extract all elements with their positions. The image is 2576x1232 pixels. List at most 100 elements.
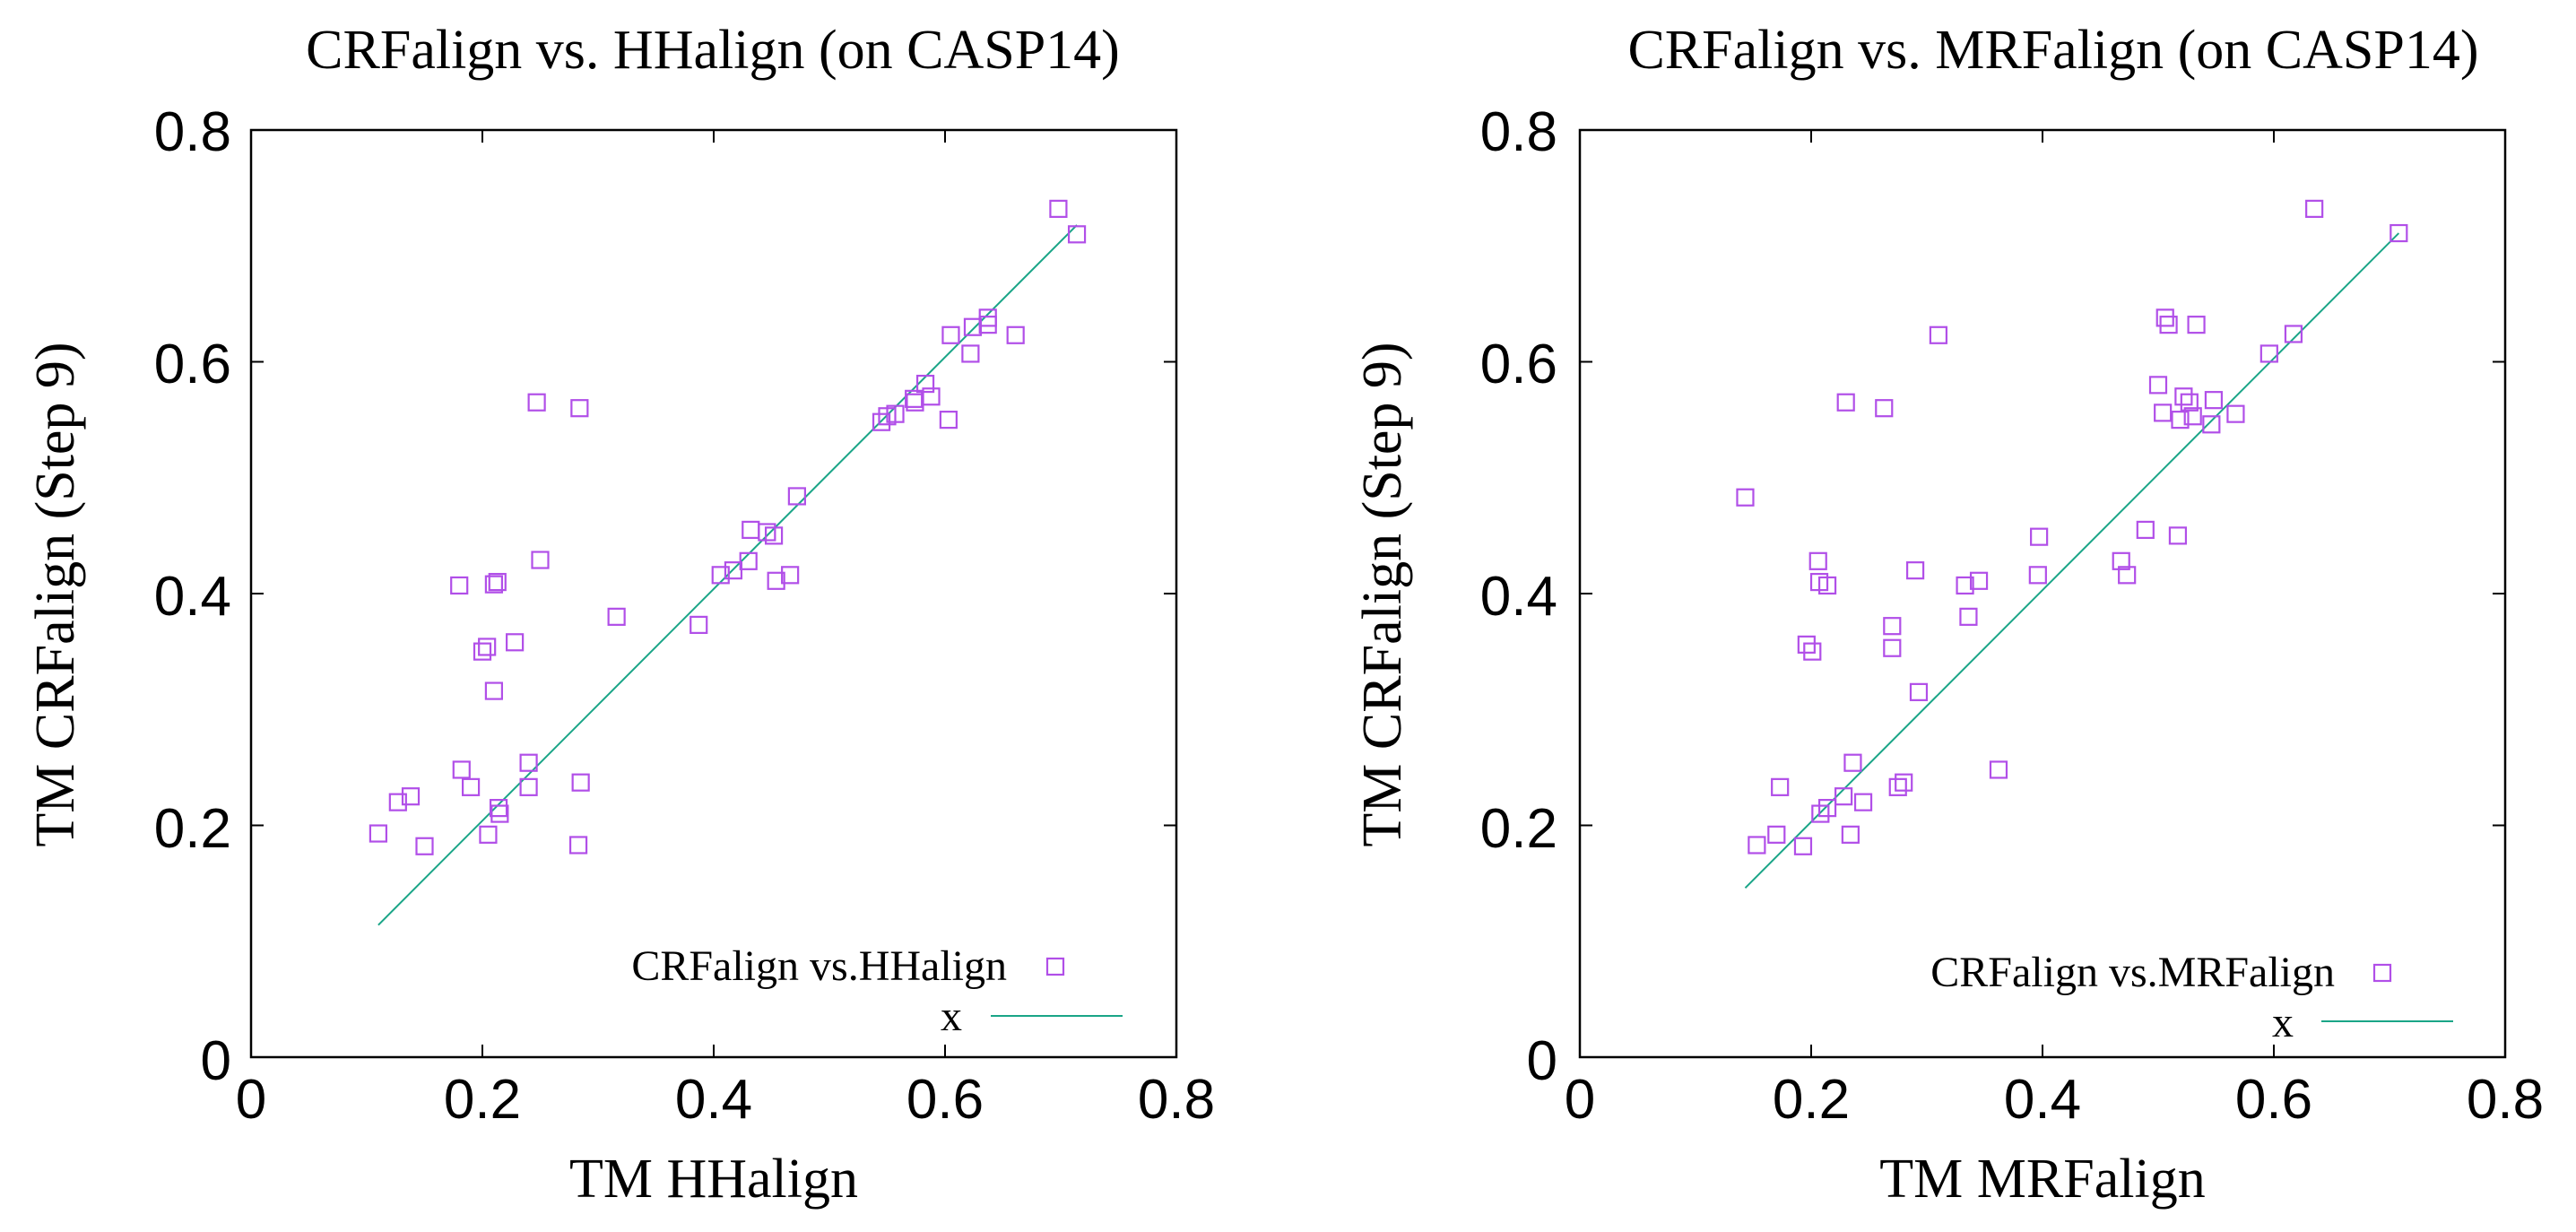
data-point — [2028, 566, 2047, 585]
data-point — [978, 308, 997, 327]
data-point — [915, 374, 935, 394]
data-point — [484, 681, 504, 700]
data-point — [531, 551, 550, 569]
data-point — [1817, 576, 1837, 595]
data-point — [1956, 576, 1974, 595]
data-point — [1883, 617, 1902, 636]
data-point — [2202, 415, 2221, 434]
data-point — [2118, 566, 2137, 585]
data-point — [519, 753, 538, 772]
data-point — [1771, 777, 1790, 796]
x-tick-label: 0 — [236, 1069, 266, 1131]
legend-label-points: CRFalign vs.MRFalign — [1930, 949, 2335, 996]
data-point — [568, 836, 588, 855]
data-point — [1793, 837, 1813, 855]
y-tick-label: 0.2 — [154, 798, 231, 860]
x-tick-labels: 0 0.2 0.4 0.6 0.8 — [236, 1069, 1215, 1131]
data-point — [1883, 638, 1902, 657]
data-point — [1895, 773, 1913, 792]
x-tick-label: 0.6 — [2235, 1069, 2312, 1131]
data-point — [479, 825, 498, 844]
data-point — [2112, 551, 2130, 570]
data-point — [1797, 635, 1816, 654]
data-point — [1817, 799, 1837, 818]
data-point — [388, 793, 407, 811]
data-point — [1853, 793, 1873, 811]
data-point — [1875, 399, 1894, 418]
data-point — [1888, 777, 1907, 796]
data-point — [489, 799, 508, 818]
data-point — [1836, 393, 1855, 412]
legend-label-line: x — [2272, 999, 2294, 1046]
y-tick-label: 0.6 — [1480, 334, 1557, 395]
plot-area — [1578, 128, 2507, 1059]
x-tick-label: 0 — [1565, 1069, 1595, 1131]
data-point — [1909, 682, 1929, 701]
data-point — [2187, 316, 2206, 334]
data-point — [941, 325, 960, 344]
x-tick-label: 0.4 — [675, 1069, 752, 1131]
data-point — [939, 411, 958, 429]
y-tick-label: 0 — [201, 1030, 231, 1092]
data-point — [781, 566, 800, 585]
data-point — [1736, 488, 1755, 507]
y-tick-label: 0.2 — [1480, 798, 1557, 860]
legend: CRFalign vs.MRFalign x — [1930, 949, 2453, 1046]
y-tick-label: 0 — [1527, 1030, 1557, 1092]
legend-marker-points — [2372, 963, 2392, 983]
x-tick-label: 0.8 — [1138, 1069, 1215, 1131]
data-point — [1803, 642, 1822, 661]
data-point — [473, 642, 492, 661]
data-point — [2136, 520, 2155, 540]
data-point — [758, 523, 776, 542]
y-tick-label: 0.6 — [154, 334, 231, 395]
data-point — [961, 344, 980, 363]
data-point — [1067, 225, 1087, 244]
series-line-x — [377, 224, 1078, 926]
data-point — [2148, 376, 2168, 395]
data-point — [527, 393, 546, 412]
x-tick-label: 0.2 — [1773, 1069, 1850, 1131]
data-point — [2180, 393, 2199, 412]
data-point — [739, 551, 758, 570]
data-point — [2171, 411, 2190, 429]
legend-marker-points — [1045, 957, 1065, 976]
data-point — [484, 575, 504, 594]
data-point — [2259, 344, 2278, 363]
y-axis-label: TM CRFalign (Step 9) — [25, 342, 86, 846]
chart-left: CRFalign vs. HHalign (on CASP14) 0.8 0.6… — [25, 20, 1215, 1210]
y-tick-label: 0.4 — [154, 566, 231, 628]
chart-title: CRFalign vs. HHalign (on CASP14) — [306, 20, 1120, 81]
data-point — [1906, 561, 1925, 580]
data-point — [886, 404, 905, 423]
legend-label-line: x — [941, 993, 962, 1040]
y-tick-label: 0.4 — [1480, 566, 1557, 628]
data-point — [2168, 526, 2188, 545]
data-point — [2284, 325, 2303, 343]
plot-area — [249, 128, 1178, 1059]
data-point — [401, 787, 421, 806]
data-point — [2159, 316, 2178, 334]
data-point — [2204, 391, 2224, 410]
data-point — [787, 487, 806, 506]
data-point — [1841, 825, 1860, 844]
data-point — [461, 777, 481, 796]
y-tick-label: 0.8 — [1480, 101, 1557, 163]
chart-right: CRFalign vs. MRFalign (on CASP14) 0.8 0.… — [1352, 20, 2544, 1210]
data-point — [506, 633, 525, 652]
data-point — [711, 566, 730, 585]
x-tick-label: 0.6 — [906, 1069, 984, 1131]
x-axis-label: TM MRFalign — [1879, 1149, 2205, 1210]
data-point — [1811, 804, 1830, 823]
x-tick-labels: 0 0.2 0.4 0.6 0.8 — [1565, 1069, 2544, 1131]
data-point — [607, 607, 626, 626]
data-point — [1748, 836, 1766, 855]
legend-label-points: CRFalign vs.HHalign — [631, 942, 1007, 990]
data-point — [369, 824, 387, 843]
data-point — [519, 777, 538, 796]
data-point — [490, 804, 509, 823]
y-tick-labels: 0.8 0.6 0.4 0.2 0 — [1480, 101, 1557, 1092]
data-point — [905, 389, 924, 408]
data-point — [1006, 325, 1025, 344]
